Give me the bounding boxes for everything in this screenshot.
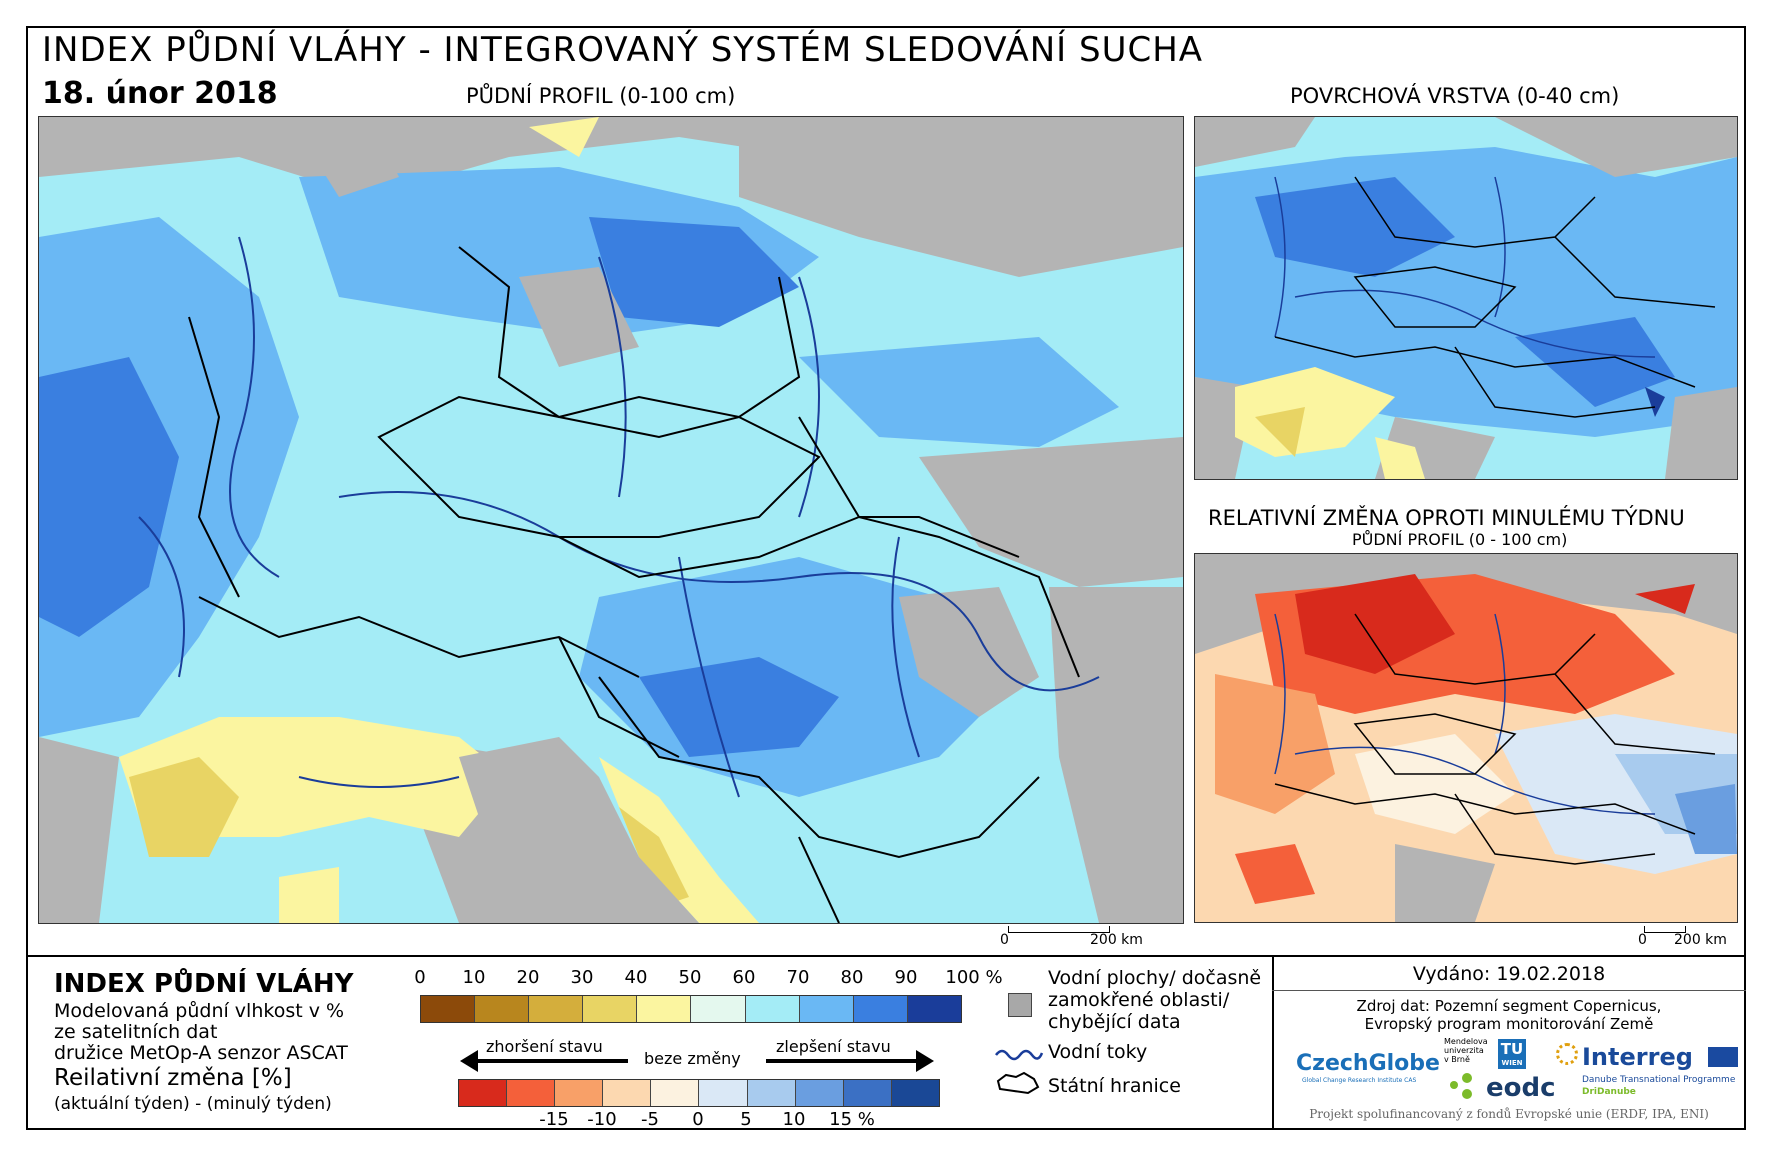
tu-wien-logo-wien: WIEN [1501, 1059, 1523, 1067]
change-tick: 0 [692, 1109, 704, 1130]
change-tick: -15 [539, 1109, 569, 1130]
legend-divider [1272, 957, 1274, 1130]
issued-date: Vydáno: 19.02.2018 [1272, 957, 1746, 991]
river-symbol [995, 1049, 1044, 1061]
index-swatch-6 [745, 996, 800, 1022]
surface-layer-map[interactable] [1194, 116, 1738, 480]
index-tick: 60 [732, 967, 756, 988]
border-symbol [996, 1071, 1040, 1095]
index-tick: 20 [516, 967, 540, 988]
change-swatch-4 [651, 1080, 700, 1106]
change-swatch-6 [747, 1080, 796, 1106]
partner-logos: CzechGlobe Global Change Research Instit… [1276, 1037, 1744, 1107]
change-tick: 5 [740, 1109, 752, 1130]
index-color-ramp [420, 995, 962, 1023]
legend-description: Modelovaná půdní vlhkost v % ze satelitn… [54, 1000, 348, 1064]
index-swatch-5 [691, 996, 746, 1022]
change-swatch-7 [795, 1080, 844, 1106]
change-tick: -5 [641, 1109, 659, 1130]
page-title: INDEX PŮDNÍ VLÁHY - INTEGROVANÝ SYSTÉM S… [42, 30, 1204, 70]
mendel-dots-icon [1446, 1071, 1482, 1101]
relative-change-map[interactable] [1194, 553, 1738, 923]
legend-title: INDEX PŮDNÍ VLÁHY [54, 969, 354, 999]
issue-date: 18. únor 2018 [42, 76, 278, 111]
index-tick: 70 [786, 967, 810, 988]
index-tick: 40 [624, 967, 648, 988]
change-tick: -10 [587, 1109, 617, 1130]
interreg-logo: Interreg [1582, 1043, 1693, 1071]
legend-relative-change-title: Reilativní změna [%] [54, 1065, 292, 1091]
funding-footer: Projekt spolufinancovaný z fondů Evropsk… [1309, 1107, 1709, 1121]
legend-relative-change-subtitle: (aktuální týden) - (minulý týden) [54, 1094, 332, 1114]
missing-data-label: Vodní plochy/ dočasně zamokřené oblasti/… [1048, 967, 1262, 1033]
change-scale-bar: 0 200 km [1638, 920, 1748, 948]
legend-panel: INDEX PŮDNÍ VLÁHY Modelovaná půdní vlhko… [26, 955, 1746, 1130]
index-swatch-8 [853, 996, 908, 1022]
index-tick: 50 [678, 967, 702, 988]
main-scale-end: 200 km [1090, 932, 1143, 948]
index-swatch-2 [529, 996, 584, 1022]
index-tick: 30 [570, 967, 594, 988]
index-tick: 80 [840, 967, 864, 988]
index-tick: 0 [414, 967, 426, 988]
main-soil-moisture-map[interactable] [38, 116, 1184, 924]
eu-flag-icon [1708, 1047, 1738, 1067]
interreg-subtitle: Danube Transnational Programme [1582, 1075, 1736, 1085]
rivers-label: Vodní toky [1048, 1041, 1148, 1063]
index-swatch-0 [421, 996, 476, 1022]
czechglobe-logo: CzechGlobe [1296, 1051, 1440, 1076]
missing-data-swatch [1008, 993, 1032, 1017]
czechglobe-logo-subtitle: Global Change Research Institute CAS [1302, 1077, 1417, 1084]
change-tick: 10 [782, 1109, 806, 1130]
nochange-label: beze změny [644, 1049, 741, 1068]
change-swatch-1 [507, 1080, 556, 1106]
index-swatch-1 [475, 996, 530, 1022]
index-swatch-3 [583, 996, 638, 1022]
index-tick: 90 [894, 967, 918, 988]
main-scale-zero: 0 [1000, 932, 1009, 948]
main-scale-bar: 0 200 km [1000, 920, 1160, 948]
change-color-ramp [458, 1079, 940, 1107]
change-swatch-2 [555, 1080, 604, 1106]
change-scale-zero: 0 [1638, 932, 1647, 948]
better-arrow [766, 1050, 934, 1072]
mendel-logo: Mendelova univerzita v Brně [1444, 1037, 1488, 1064]
data-source: Zdroj dat: Pozemní segment Copernicus, E… [1356, 997, 1662, 1033]
change-swatch-3 [603, 1080, 652, 1106]
worse-label: zhoršení stavu [486, 1037, 603, 1056]
change-scale-end: 200 km [1674, 932, 1727, 948]
interreg-star-icon [1556, 1043, 1578, 1065]
change-swatch-9 [891, 1080, 939, 1106]
dridanube-logo: DriDanube [1582, 1087, 1636, 1097]
worse-arrow [460, 1050, 628, 1072]
index-tick: 10 [462, 967, 486, 988]
index-tick: 100 % [945, 967, 1003, 988]
surface-map-caption: POVRCHOVÁ VRSTVA (0-40 cm) [1290, 84, 1620, 108]
change-map-caption: RELATIVNÍ ZMĚNA OPROTI MINULÉMU TÝDNU [1208, 506, 1685, 530]
change-tick: 15 % [829, 1109, 875, 1130]
better-label: zlepšení stavu [776, 1037, 891, 1056]
main-map-caption: PŮDNÍ PROFIL (0-100 cm) [466, 84, 736, 108]
tu-wien-logo-tu: TU [1500, 1040, 1524, 1058]
borders-label: Státní hranice [1048, 1075, 1181, 1097]
eodc-logo: eodc [1486, 1073, 1556, 1103]
change-swatch-8 [843, 1080, 892, 1106]
change-map-subcaption: PŮDNÍ PROFIL (0 - 100 cm) [1352, 530, 1568, 549]
change-swatch-0 [459, 1080, 508, 1106]
index-swatch-7 [799, 996, 854, 1022]
index-swatch-9 [907, 996, 961, 1022]
tu-wien-logo: TU WIEN [1498, 1039, 1526, 1069]
index-swatch-4 [637, 996, 692, 1022]
change-swatch-5 [699, 1080, 748, 1106]
